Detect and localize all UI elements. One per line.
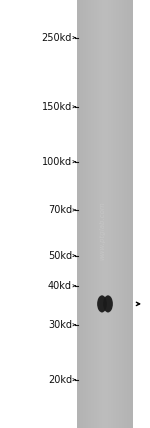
Ellipse shape xyxy=(103,295,113,312)
Bar xyxy=(94,0,95,428)
Bar xyxy=(91,0,93,428)
Bar xyxy=(78,0,132,428)
Bar xyxy=(122,0,123,428)
Bar xyxy=(90,0,91,428)
Bar xyxy=(105,0,106,428)
Bar xyxy=(98,0,99,428)
Bar xyxy=(80,0,81,428)
Bar xyxy=(93,0,94,428)
Bar xyxy=(130,0,131,428)
Bar xyxy=(102,0,104,428)
Bar xyxy=(99,0,101,428)
Bar xyxy=(124,0,126,428)
Text: 70kd: 70kd xyxy=(48,205,72,215)
Bar xyxy=(111,0,112,428)
Bar xyxy=(113,0,115,428)
Bar xyxy=(86,0,87,428)
Bar xyxy=(127,0,129,428)
Text: 250kd: 250kd xyxy=(42,33,72,43)
Bar xyxy=(108,0,109,428)
Bar xyxy=(79,0,80,428)
Bar xyxy=(104,0,105,428)
Text: 150kd: 150kd xyxy=(42,102,72,112)
Bar xyxy=(120,0,122,428)
Text: 40kd: 40kd xyxy=(48,281,72,291)
Bar xyxy=(129,0,130,428)
Bar xyxy=(116,0,117,428)
Text: 100kd: 100kd xyxy=(42,157,72,167)
Text: 30kd: 30kd xyxy=(48,320,72,330)
Bar xyxy=(84,0,86,428)
Text: www.ptglab.com: www.ptglab.com xyxy=(99,202,105,260)
Bar xyxy=(87,0,88,428)
Ellipse shape xyxy=(97,295,107,312)
Bar xyxy=(117,0,119,428)
Bar xyxy=(97,0,98,428)
Bar xyxy=(126,0,127,428)
Bar xyxy=(95,0,97,428)
Bar xyxy=(131,0,133,428)
Bar xyxy=(115,0,116,428)
Bar xyxy=(119,0,120,428)
Bar xyxy=(77,0,79,428)
Bar xyxy=(81,0,83,428)
Bar xyxy=(112,0,113,428)
Text: 20kd: 20kd xyxy=(48,374,72,385)
Bar xyxy=(83,0,84,428)
Bar xyxy=(106,0,108,428)
Bar xyxy=(101,0,102,428)
Bar xyxy=(88,0,90,428)
Text: 50kd: 50kd xyxy=(48,250,72,261)
Bar xyxy=(123,0,124,428)
Bar xyxy=(109,0,111,428)
